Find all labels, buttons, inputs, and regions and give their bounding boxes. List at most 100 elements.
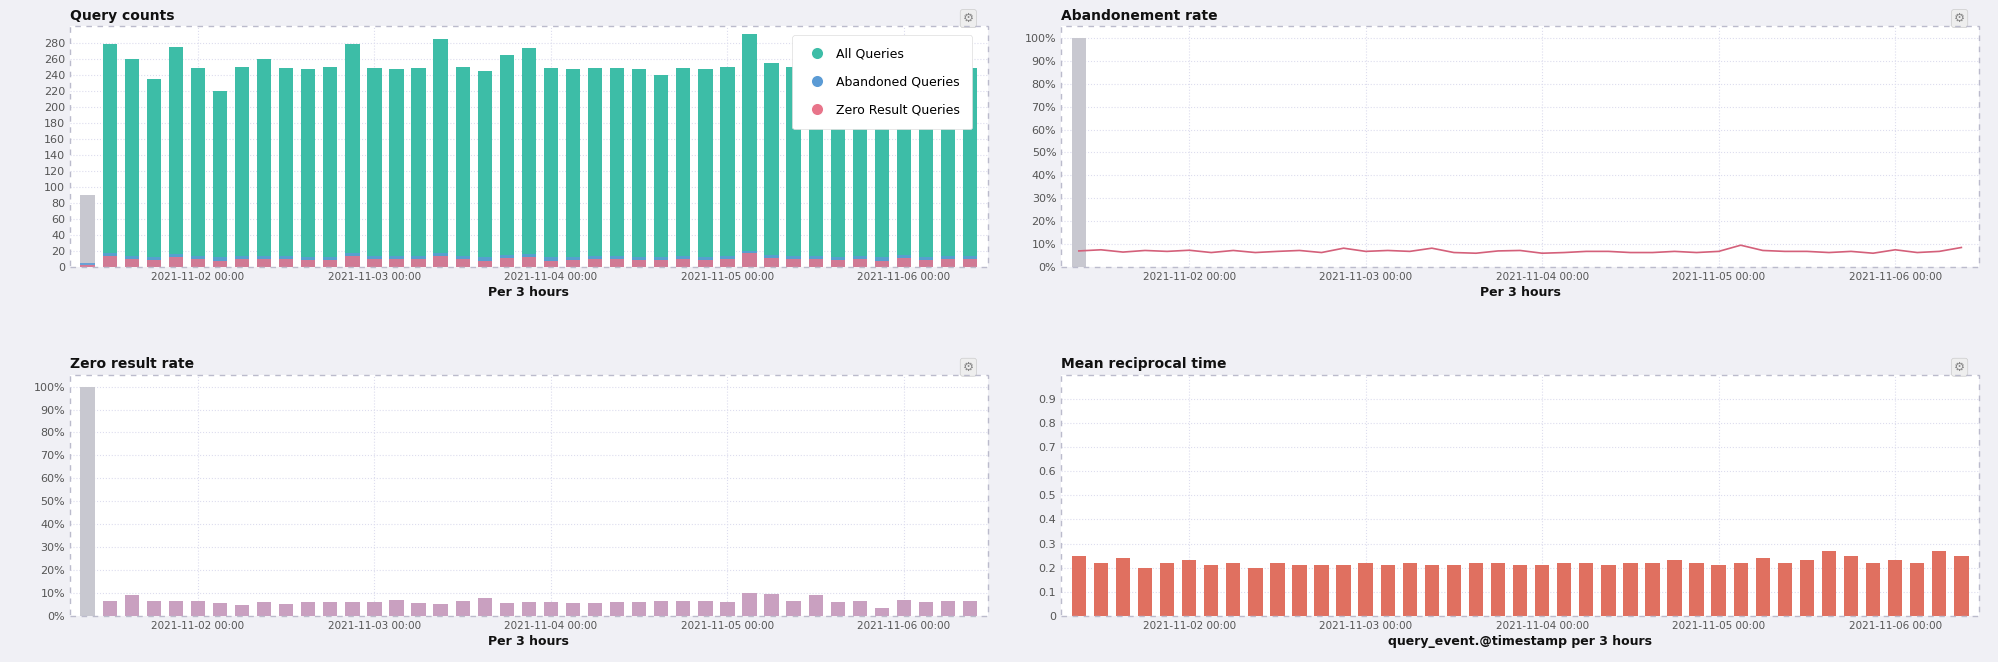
Text: ⚙: ⚙ — [1952, 12, 1964, 25]
Bar — [412, 603, 426, 616]
Bar — [1820, 551, 1836, 616]
Bar — [478, 261, 492, 267]
Bar — [875, 95, 889, 267]
Bar — [1886, 560, 1902, 616]
Bar — [697, 69, 711, 267]
Bar — [478, 258, 492, 267]
Bar — [653, 75, 667, 267]
Bar — [1932, 551, 1946, 616]
Bar — [368, 68, 382, 267]
Bar — [521, 254, 535, 267]
Bar — [500, 54, 513, 267]
Bar — [875, 258, 889, 267]
Bar — [829, 260, 845, 267]
Bar — [897, 58, 911, 267]
Bar — [609, 602, 623, 616]
Bar — [500, 258, 513, 267]
Bar — [190, 602, 206, 616]
Bar — [587, 68, 601, 267]
Bar — [456, 256, 470, 267]
Bar — [168, 258, 184, 267]
Bar — [631, 69, 645, 267]
Bar — [212, 603, 228, 616]
Bar — [653, 257, 667, 267]
Bar — [741, 251, 757, 267]
Bar — [346, 252, 360, 267]
Bar — [1732, 563, 1746, 616]
Bar — [168, 46, 184, 267]
Bar — [346, 44, 360, 267]
Bar — [807, 256, 823, 267]
Bar — [434, 38, 448, 267]
Bar — [390, 256, 404, 267]
Bar — [853, 259, 867, 267]
Bar — [80, 263, 94, 267]
Bar — [1225, 563, 1241, 616]
Bar — [919, 257, 933, 267]
Bar — [1710, 565, 1724, 616]
Bar — [1864, 563, 1880, 616]
Bar — [302, 602, 316, 616]
Bar — [963, 256, 977, 267]
Bar — [302, 69, 316, 267]
Bar — [280, 259, 294, 267]
Bar — [1071, 38, 1085, 267]
Bar — [741, 592, 757, 616]
Bar — [124, 259, 138, 267]
Bar — [1666, 560, 1680, 616]
Bar — [785, 256, 801, 267]
Bar — [190, 259, 206, 267]
Bar — [1556, 563, 1570, 616]
Bar — [675, 259, 689, 267]
Bar — [609, 256, 623, 267]
Bar — [521, 258, 535, 267]
Text: ⚙: ⚙ — [963, 361, 973, 374]
Bar — [1181, 560, 1195, 616]
Bar — [124, 595, 138, 616]
Bar — [853, 601, 867, 616]
Bar — [1247, 567, 1263, 616]
Text: Query counts: Query counts — [70, 9, 174, 23]
Bar — [875, 261, 889, 267]
Bar — [897, 600, 911, 616]
Bar — [1381, 565, 1395, 616]
Bar — [741, 34, 757, 267]
Bar — [719, 256, 733, 267]
Bar — [829, 257, 845, 267]
Bar — [941, 601, 955, 616]
Bar — [565, 257, 579, 267]
Bar — [478, 598, 492, 616]
Bar — [346, 602, 360, 616]
Bar — [324, 260, 338, 267]
Bar — [785, 259, 801, 267]
Bar — [963, 259, 977, 267]
Bar — [258, 259, 272, 267]
Bar — [456, 67, 470, 267]
Bar — [102, 256, 116, 267]
Bar — [829, 602, 845, 616]
Bar — [190, 68, 206, 267]
Bar — [346, 256, 360, 267]
Bar — [543, 602, 557, 616]
Bar — [675, 256, 689, 267]
Bar — [456, 259, 470, 267]
Bar — [280, 68, 294, 267]
Bar — [324, 67, 338, 267]
Bar — [236, 604, 250, 616]
Bar — [543, 258, 557, 267]
Bar — [719, 67, 733, 267]
Bar — [1910, 563, 1924, 616]
Bar — [324, 257, 338, 267]
X-axis label: Per 3 hours: Per 3 hours — [1479, 286, 1560, 299]
Bar — [675, 68, 689, 267]
Bar — [763, 255, 779, 267]
Bar — [1600, 565, 1614, 616]
Bar — [1491, 563, 1504, 616]
Bar — [521, 48, 535, 267]
Bar — [807, 259, 823, 267]
Bar — [146, 79, 162, 267]
Bar — [1359, 563, 1373, 616]
Bar — [963, 68, 977, 267]
Bar — [653, 601, 667, 616]
Bar — [853, 256, 867, 267]
